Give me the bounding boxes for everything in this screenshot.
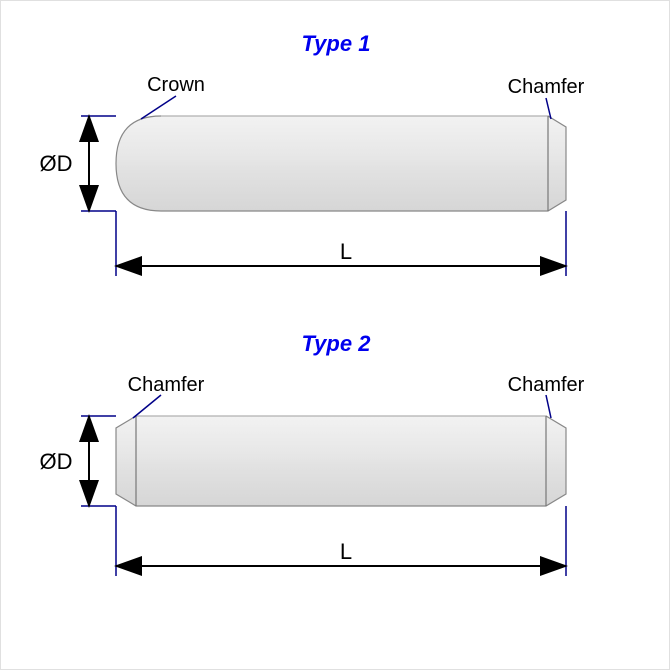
- type1-l-label: L: [340, 239, 352, 264]
- type2-left-leader: [133, 395, 161, 418]
- type2-right-label: Chamfer: [508, 374, 585, 396]
- type2-pin: [116, 416, 566, 506]
- type2-d-label: ØD: [40, 449, 73, 474]
- type2-right-leader: [546, 395, 551, 418]
- type1-pin: [116, 116, 566, 211]
- type1-left-label: Crown: [147, 74, 205, 96]
- type1-d-dim: [81, 116, 116, 211]
- type1-d-label: ØD: [40, 151, 73, 176]
- type2-d-dim: [81, 416, 116, 506]
- type1-right-label: Chamfer: [508, 76, 585, 98]
- type1-title: Type 1: [302, 31, 371, 56]
- diagram-svg: Type 1 Crown Chamfer ØD L Type 2 Chamfer…: [1, 1, 670, 671]
- type2-l-label: L: [340, 539, 352, 564]
- type2-title: Type 2: [302, 331, 372, 356]
- type2-left-label: Chamfer: [128, 374, 205, 396]
- diagram-container: Type 1 Crown Chamfer ØD L Type 2 Chamfer…: [0, 0, 670, 670]
